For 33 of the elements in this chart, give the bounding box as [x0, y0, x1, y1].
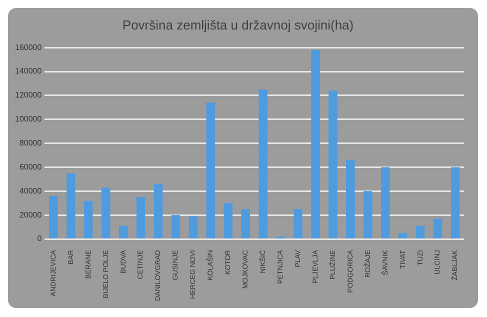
- bar: [398, 233, 408, 238]
- bar: [311, 50, 320, 238]
- bar: [188, 216, 198, 238]
- y-tick-label: 120000: [14, 90, 42, 100]
- bar: [294, 209, 302, 238]
- bar: [49, 196, 58, 238]
- bar: [258, 89, 268, 238]
- y-tick-label: 160000: [14, 42, 42, 52]
- bar: [364, 191, 372, 238]
- y-tick-label: 100000: [14, 114, 42, 124]
- bar: [381, 167, 390, 238]
- bar: [154, 184, 163, 238]
- bar: [171, 215, 180, 238]
- bar: [224, 203, 233, 238]
- bar: [206, 102, 216, 238]
- bar: [346, 160, 355, 238]
- y-tick-label: 0: [37, 234, 42, 244]
- bar: [136, 197, 146, 238]
- y-tick-label: 40000: [19, 186, 42, 196]
- bar: [84, 200, 93, 238]
- bar: [416, 226, 425, 238]
- bar: [66, 173, 76, 238]
- y-tick-label: 20000: [19, 210, 42, 220]
- bar: [101, 188, 110, 238]
- y-tick-label: 60000: [19, 162, 42, 172]
- chart-title: Površina zemljišta u državnoj svojini(ha): [122, 17, 354, 32]
- bar: [450, 167, 460, 238]
- y-tick-label: 80000: [19, 138, 42, 148]
- bar: [328, 90, 338, 238]
- bar: [433, 218, 442, 238]
- bar: [241, 209, 250, 238]
- y-tick-label: 140000: [14, 66, 42, 76]
- bar: [118, 226, 128, 238]
